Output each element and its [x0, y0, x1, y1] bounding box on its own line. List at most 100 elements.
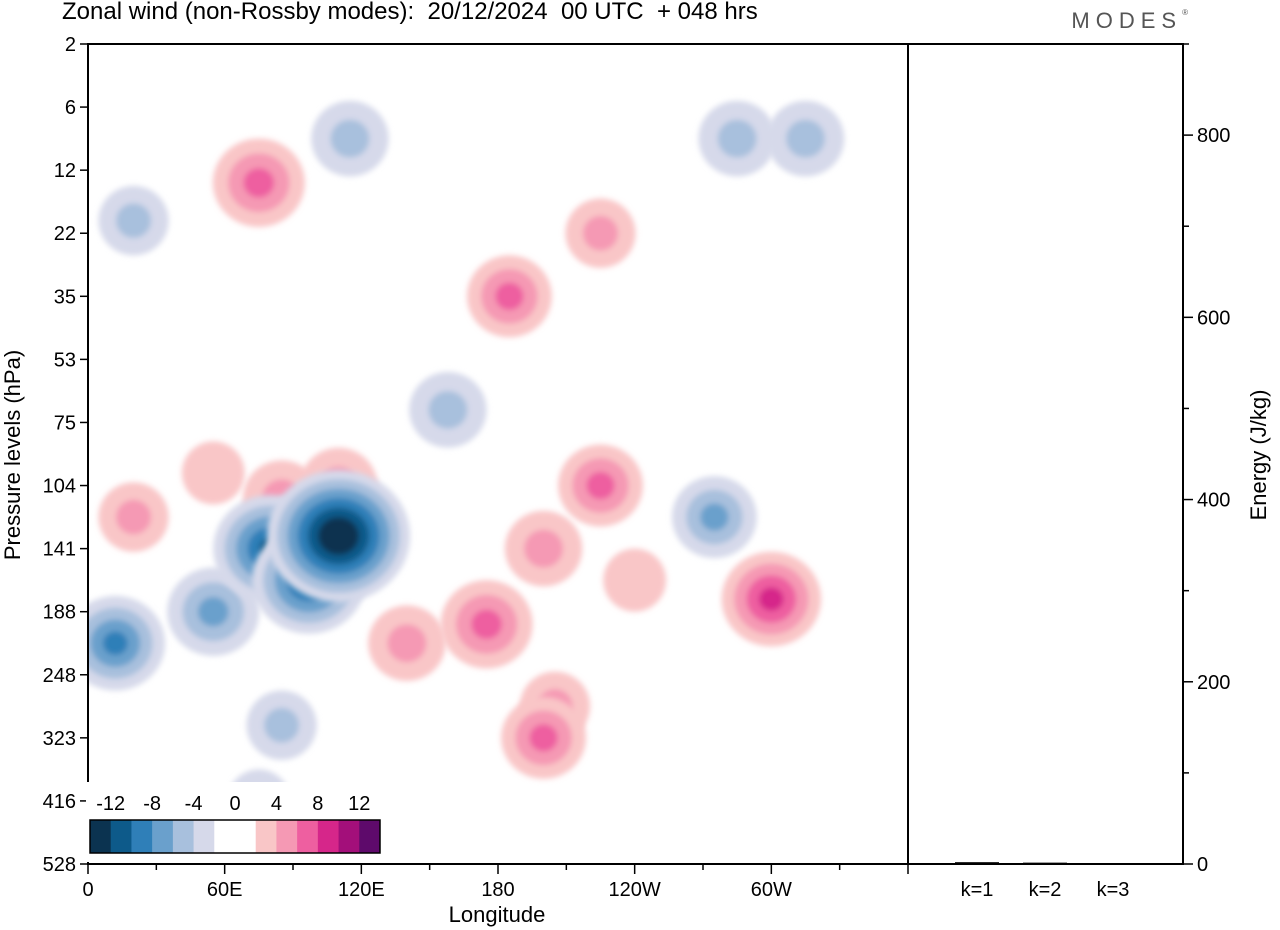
colorbar-swatch	[255, 820, 277, 853]
contour-level	[471, 609, 502, 640]
energy-bars: k=1 k=2 k=3	[955, 862, 1135, 901]
contour-level	[243, 168, 275, 198]
colorbar-label: 4	[271, 793, 282, 815]
colorbar-swatch	[90, 820, 112, 853]
y-tick-label: 12	[54, 160, 76, 182]
contour-level	[700, 503, 729, 531]
colorbar-frame	[89, 819, 381, 854]
colorbar-swatch	[214, 820, 236, 853]
y-tick-label: 416	[43, 791, 76, 813]
energy-category-label: k=1	[961, 879, 994, 901]
colorbar-swatch	[172, 820, 195, 853]
x-tick-label: 0	[82, 879, 93, 901]
contour-level	[603, 548, 667, 612]
contour-feature	[311, 100, 389, 177]
contour-feature	[98, 482, 169, 552]
contour-feature	[671, 476, 757, 559]
energy-tick-label: 400	[1197, 490, 1230, 512]
colorbar-label: 12	[348, 793, 370, 815]
energy-bar-k1	[955, 862, 999, 864]
contour-level	[428, 390, 468, 429]
energy-panel-frame	[907, 43, 1184, 865]
contour-level	[529, 724, 558, 752]
y-axis-title: Pressure levels (hPa)	[0, 350, 25, 560]
contour-feature	[603, 548, 667, 612]
y-tick-label: 528	[43, 854, 76, 876]
contour-feature	[766, 100, 845, 177]
y-tick-label: 323	[43, 728, 76, 750]
x-tick-label: 60E	[207, 879, 243, 901]
energy-tick-label: 800	[1197, 125, 1230, 147]
contour-feature	[267, 469, 411, 603]
colorbar-swatch	[338, 820, 360, 853]
energy-axis: 0 200 400 600 800	[1183, 43, 1230, 876]
colorbar-swatch	[359, 820, 381, 853]
contour-feature	[368, 605, 446, 682]
colorbar-swatch	[235, 820, 257, 853]
energy-tick-label: 600	[1197, 307, 1230, 329]
x-axis-title: Longitude	[449, 902, 546, 927]
colorbar-swatch	[193, 820, 215, 853]
energy-category-label: k=3	[1097, 879, 1130, 901]
y-tick-label: 188	[43, 602, 76, 624]
colorbar: -12 -8 -4 0 4 8 12	[86, 782, 386, 862]
colorbar-label: -12	[96, 793, 125, 815]
energy-tick-label: 200	[1197, 672, 1230, 694]
contour-feature	[246, 690, 317, 760]
contour-feature	[88, 595, 166, 691]
colorbar-label: 0	[229, 793, 240, 815]
contour-level	[116, 499, 152, 535]
contour-feature	[466, 255, 552, 338]
contour-level	[583, 215, 618, 251]
contour-level	[758, 587, 784, 611]
colorbar-swatch	[317, 820, 340, 853]
contour-feature	[409, 372, 487, 448]
logo-text: MODES	[1071, 8, 1183, 33]
x-tick-label: 120W	[609, 879, 661, 901]
chart-title: Zonal wind (non-Rossby modes): 20/12/202…	[62, 0, 758, 25]
contour-level	[330, 119, 370, 158]
colorbar-label: 8	[312, 793, 323, 815]
colorbar-swatch	[297, 820, 319, 853]
energy-category-label: k=2	[1029, 879, 1062, 901]
y-tick-label: 141	[43, 539, 76, 561]
contour-feature	[565, 198, 636, 268]
contour-feature	[698, 100, 776, 177]
colorbar-swatch	[131, 820, 153, 853]
contour-level	[524, 529, 563, 568]
colorbar-swatch	[152, 820, 174, 853]
contour-feature	[501, 696, 586, 779]
y-tick-label: 2	[65, 34, 76, 56]
contour-feature	[558, 444, 643, 527]
contour-level	[328, 526, 349, 546]
contour-level	[786, 119, 825, 158]
contour-level	[264, 707, 300, 743]
y-tick-label: 35	[54, 286, 76, 308]
contour-level	[387, 624, 427, 663]
y-tick-label: 22	[54, 223, 76, 245]
contour-level	[495, 282, 524, 311]
colorbar-swatch	[276, 820, 298, 853]
contour-level	[717, 119, 757, 158]
contour-feature	[212, 138, 305, 227]
x-tick-label: 180	[481, 879, 514, 901]
x-tick-label: 120E	[338, 879, 385, 901]
contour-feature	[181, 441, 245, 505]
longitude-axis: 0 60E 120E 180 120W 60W	[82, 864, 909, 901]
pressure-axis: 2 6 12 22 35 53 75 104 141 188 248 323 416 528	[43, 34, 88, 876]
y-tick-label: 248	[43, 665, 76, 687]
contour-level	[102, 631, 128, 656]
y-tick-label: 6	[65, 97, 76, 119]
energy-bar-k2	[1023, 862, 1067, 864]
contour-level	[116, 203, 152, 238]
contour-feature	[440, 580, 533, 669]
colorbar-label: -4	[185, 793, 203, 815]
y-tick-label: 75	[54, 412, 76, 434]
contour-level	[197, 596, 229, 627]
contour-level	[586, 471, 615, 500]
contour-feature	[504, 510, 583, 587]
colorbar-swatch	[110, 820, 132, 853]
registered-mark: ®	[1182, 8, 1188, 17]
contour-feature	[721, 551, 822, 647]
